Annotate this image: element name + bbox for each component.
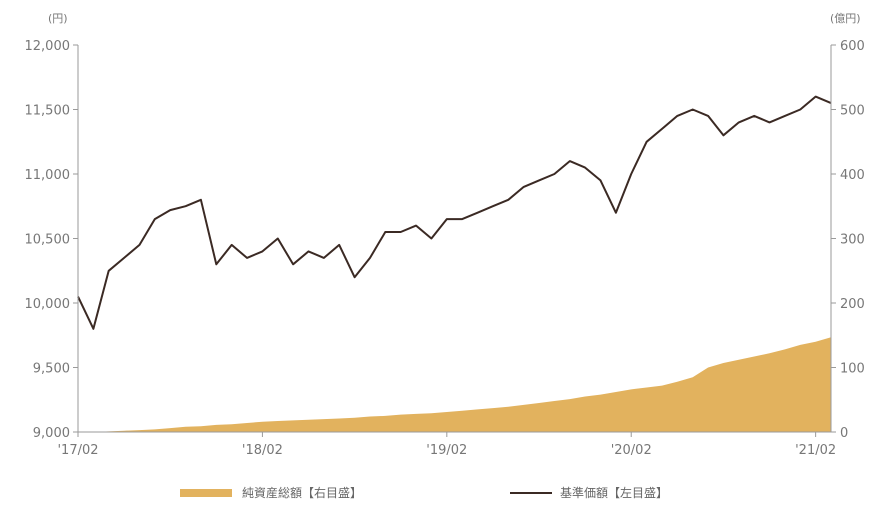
left-tick-label: 11,500 — [25, 104, 71, 119]
left-axis-unit: (円) — [48, 12, 68, 25]
x-tick-label: '21/02 — [795, 443, 836, 458]
x-tick-label: '20/02 — [611, 443, 652, 458]
legend-line-swatch — [510, 491, 552, 494]
x-tick-label: '19/02 — [426, 443, 467, 458]
nav-line — [77, 95, 832, 330]
x-tick-label: '18/02 — [242, 443, 283, 458]
left-tick-label: 11,000 — [25, 168, 71, 183]
right-tick-label: 500 — [840, 104, 865, 119]
x-tick-label: '17/02 — [57, 443, 98, 458]
right-axis-unit: (億円) — [830, 12, 861, 25]
legend-label-net-assets: 純資産総額【右目盛】 — [242, 486, 363, 500]
left-tick-label: 10,000 — [25, 297, 71, 312]
right-tick-label: 400 — [840, 168, 865, 183]
legend-label-nav: 基準価額【左目盛】 — [560, 486, 669, 500]
left-tick-label: 9,000 — [33, 426, 70, 441]
right-tick-label: 200 — [840, 297, 865, 312]
legend-area-swatch — [180, 488, 232, 497]
right-tick-label: 300 — [840, 233, 865, 248]
left-tick-label: 9,500 — [33, 362, 70, 377]
left-tick-label: 12,000 — [25, 39, 71, 54]
net-assets-area — [78, 337, 831, 432]
right-tick-label: 600 — [840, 39, 865, 54]
right-tick-label: 0 — [840, 426, 848, 441]
legend-item-nav: 基準価額【左目盛】 — [510, 484, 668, 501]
legend-item-net-assets: 純資産総額【右目盛】 — [180, 484, 362, 501]
right-tick-label: 100 — [840, 362, 865, 377]
left-tick-label: 10,500 — [25, 233, 71, 248]
